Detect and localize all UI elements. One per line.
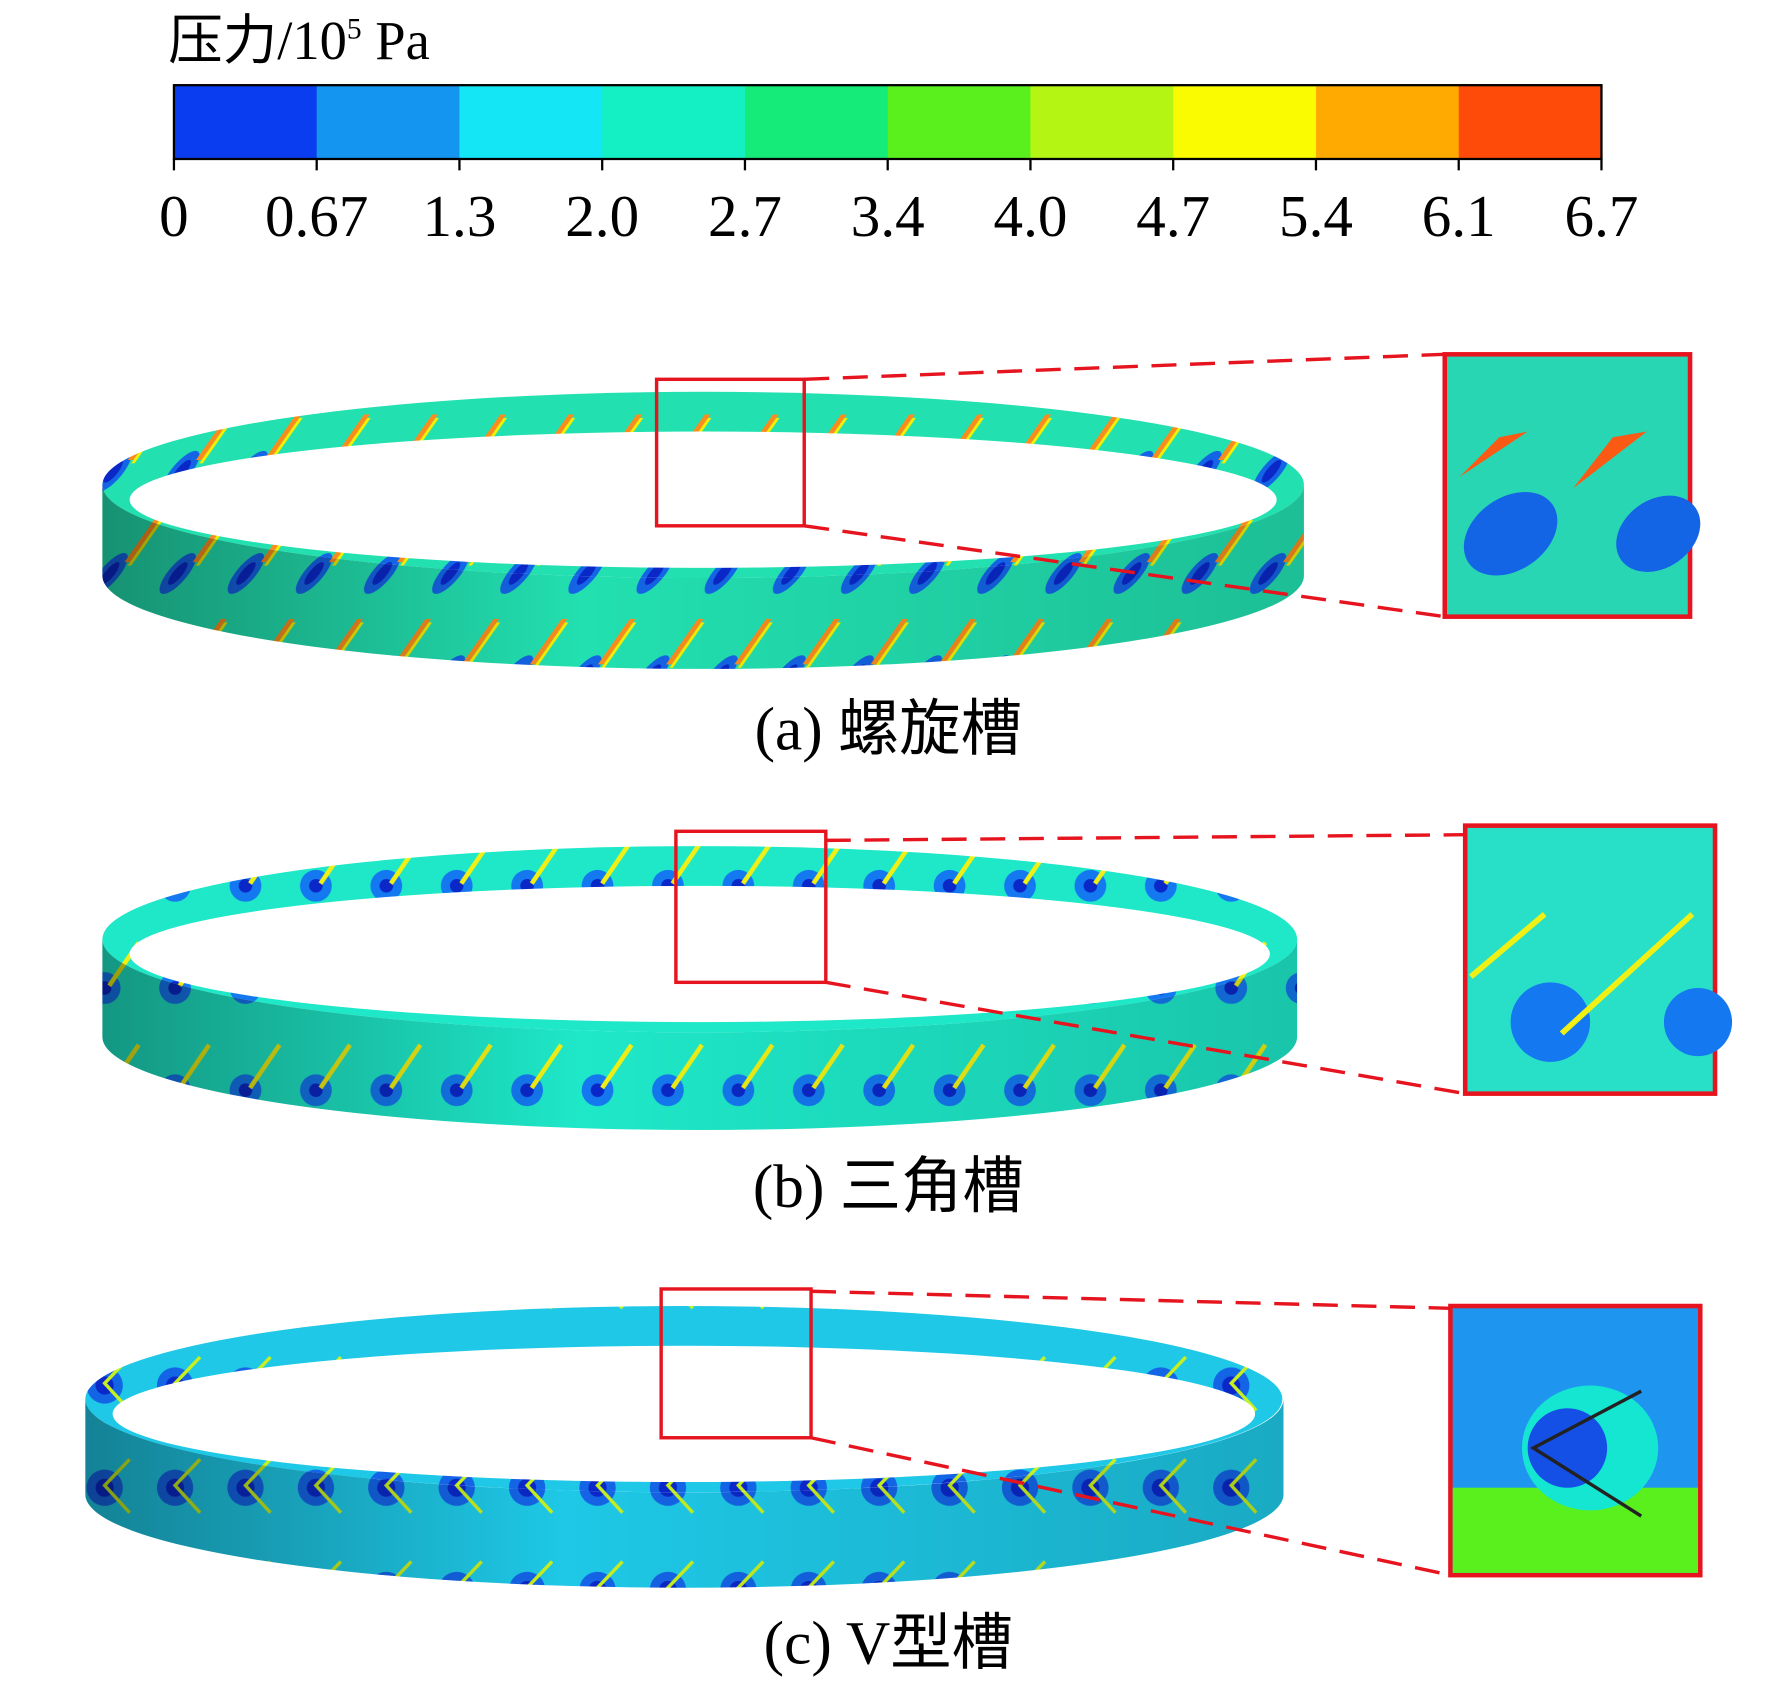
colorbar-tick-label: 0 [159, 183, 189, 249]
colorbar: 0 0.67 1.3 2.0 2.7 3.4 4.0 4.7 5.4 6.1 6.7 [159, 84, 1639, 249]
colorbar-tick-label: 0.67 [265, 183, 368, 249]
colorbar-tick-label: 2.0 [565, 183, 639, 249]
colorbar-tick-label: 2.7 [708, 183, 782, 249]
caption: (c) V型槽 [764, 1610, 1013, 1678]
colorbar-tick-label: 4.7 [1136, 183, 1210, 249]
colorbar-segment [1315, 85, 1460, 159]
caption: (b) 三角槽 [753, 1153, 1024, 1221]
colorbar-tick-label: 6.7 [1565, 183, 1639, 249]
ring-b: (b) 三角槽 [102, 823, 1733, 1221]
colorbar-tick-label: 4.0 [994, 183, 1068, 249]
colorbar-tick-label: 3.4 [851, 183, 925, 249]
ring-c: (c) V型槽 [85, 1287, 1703, 1678]
colorbar-tick-label: 5.4 [1279, 183, 1353, 249]
colorbar-segment [887, 85, 1032, 159]
colorbar-tick-label: 6.1 [1422, 183, 1496, 249]
colorbar-segment [173, 85, 318, 159]
colorbar-segment [459, 85, 603, 159]
colorbar-segment [316, 85, 461, 159]
colorbar-segment [602, 85, 746, 159]
colorbar-tick-label: 1.3 [423, 183, 497, 249]
colorbar-title: 压力/105 Pa [168, 10, 430, 71]
caption: (a) 螺旋槽 [755, 696, 1022, 764]
colorbar-segment [1173, 85, 1317, 159]
colorbar-segment [1030, 85, 1174, 159]
ring-a: (a) 螺旋槽 [102, 352, 1701, 764]
colorbar-segment [1458, 85, 1603, 159]
colorbar-segment [744, 85, 889, 159]
